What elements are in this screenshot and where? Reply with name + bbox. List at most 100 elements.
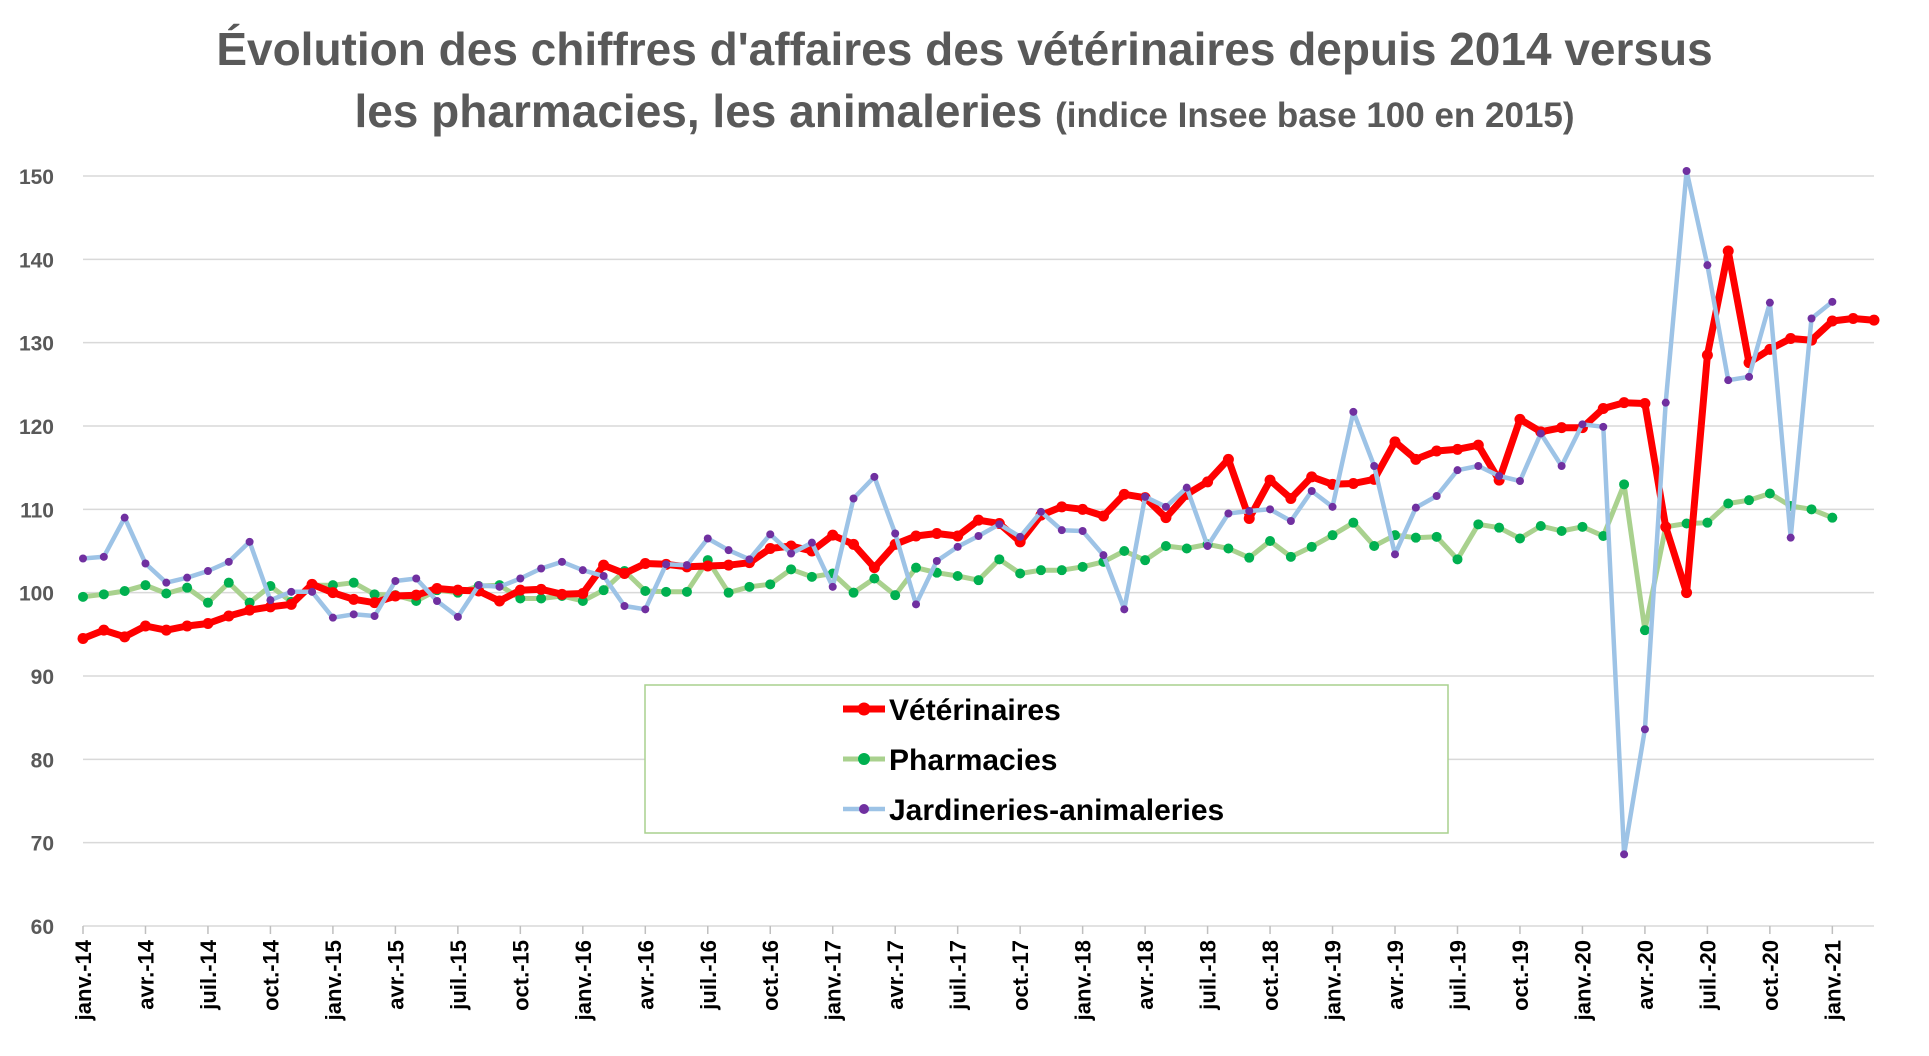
data-point [224,557,233,566]
data-point [995,520,1004,529]
data-point [869,573,880,584]
gridlines [83,175,1874,927]
legend-swatch-marker [858,753,870,765]
data-point [1203,542,1212,550]
data-point [181,620,193,632]
data-point [891,529,900,538]
data-point [994,554,1005,565]
data-point [1244,552,1255,563]
data-point [223,577,234,588]
data-point [1598,531,1609,541]
data-point [764,543,776,554]
series-Pharmacies [78,479,1838,636]
legend-label: Pharmacies [889,744,1057,777]
data-point [348,577,359,588]
data-point [787,549,796,558]
data-point [327,587,339,599]
data-point [452,584,464,596]
data-point [682,561,691,570]
data-point [514,584,526,596]
data-point [245,537,254,546]
x-tick-label: juil.-16 [696,940,721,1011]
data-point [78,591,88,602]
data-point [973,514,984,526]
data-point [162,578,171,587]
data-point [1535,521,1546,531]
data-point [1057,526,1066,535]
data-point [766,530,775,539]
data-point [1223,543,1234,554]
data-point [1557,462,1566,470]
data-point [1556,422,1568,434]
data-point [1036,507,1045,516]
data-point [1724,376,1733,385]
data-point [1619,479,1630,490]
data-point [203,567,212,575]
data-point [141,559,150,568]
data-point [1514,413,1526,425]
data-point [1786,533,1795,542]
data-point [1119,546,1130,556]
x-tick-label: avr.-19 [1383,940,1408,1010]
data-point [1536,429,1545,438]
data-point [1744,495,1755,506]
data-point [577,596,588,606]
data-point [140,580,151,591]
y-tick-label: 70 [31,833,54,856]
x-tick-label: avr.-14 [133,939,158,1009]
data-point [1182,483,1191,492]
data-point [160,624,172,636]
data-point [1828,297,1837,306]
data-point [1868,314,1880,326]
data-point [1077,503,1089,515]
data-point [1701,349,1713,361]
data-point [1723,498,1734,509]
data-point [389,590,401,602]
data-point [285,598,297,610]
data-point [183,573,192,582]
legend-box [644,684,1449,834]
data-point [223,610,235,622]
data-point [557,557,566,566]
data-point [1618,397,1630,409]
data-point [827,529,839,541]
data-point [1370,462,1379,470]
data-point [182,582,193,593]
data-point [1514,533,1525,544]
data-point [1473,519,1484,530]
legend-label: Vétérinaires [889,694,1061,727]
data-point [849,494,858,503]
data-point [1099,551,1108,560]
data-point [537,564,546,573]
data-point [391,577,400,585]
data-point [556,588,568,600]
legend-item: Pharmacies [843,744,1057,777]
data-point [1806,504,1817,515]
data-point [1682,167,1691,175]
data-point [1224,509,1233,518]
x-tick-label: juil.-17 [946,940,971,1011]
data-point [244,597,255,608]
data-point [681,586,692,597]
data-point [641,605,650,614]
data-point [1703,261,1712,270]
x-tick-label: juil.-15 [446,940,471,1011]
data-point [119,586,130,596]
x-tick-label: juil.-18 [1196,940,1221,1011]
data-point [806,571,817,582]
y-tick-label: 150 [19,166,54,189]
legend-swatch-marker [859,804,869,814]
data-point [1515,477,1524,485]
data-point [1660,521,1672,533]
data-point [1391,550,1400,559]
data-point [306,578,318,590]
data-point [516,574,525,583]
data-point [828,582,837,591]
data-point [1474,462,1483,470]
data-point [431,583,443,594]
data-point [702,560,714,572]
data-point [1245,507,1254,515]
data-point [1264,474,1276,486]
